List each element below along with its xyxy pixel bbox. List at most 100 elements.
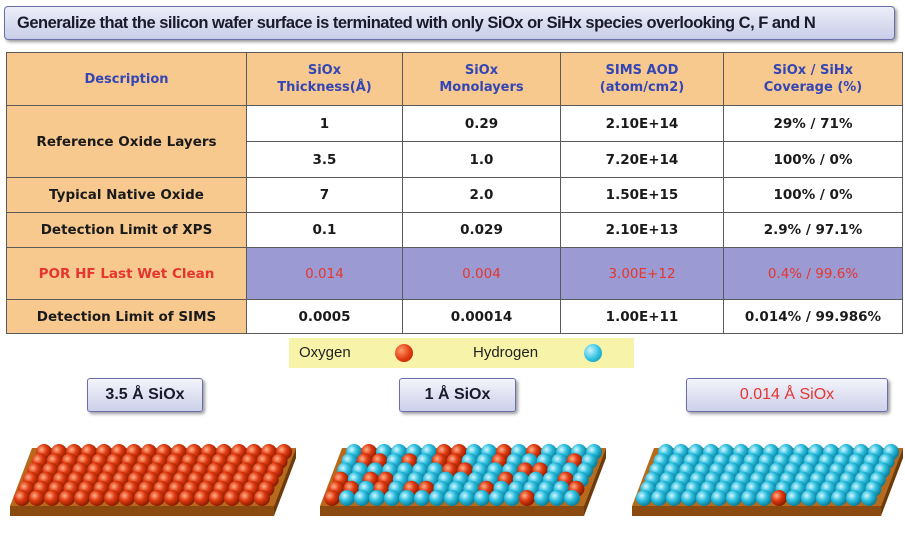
oxygen-atom bbox=[89, 490, 105, 506]
oxygen-atom bbox=[59, 490, 75, 506]
hydrogen-atom-icon bbox=[584, 344, 602, 362]
oxygen-atom bbox=[519, 490, 535, 506]
wafer-label-3-5: 3.5 Å SiOx bbox=[87, 378, 203, 412]
cell-monolayers: 0.029 bbox=[402, 212, 561, 248]
cell-aod: 1.50E+15 bbox=[560, 177, 724, 213]
hydrogen-atom bbox=[726, 490, 742, 506]
cell-thickness: 0.014 bbox=[246, 247, 403, 300]
atom-legend: Oxygen Hydrogen bbox=[289, 338, 634, 368]
hydrogen-atom bbox=[474, 490, 490, 506]
cell-aod: 7.20E+14 bbox=[560, 141, 724, 178]
hydrogen-atom bbox=[681, 490, 697, 506]
cell-coverage: 100% / 0% bbox=[723, 177, 903, 213]
oxygen-atom-icon bbox=[395, 344, 413, 362]
wafer-front-edge bbox=[632, 506, 881, 516]
oxygen-atom bbox=[164, 490, 180, 506]
hydrogen-atom bbox=[861, 490, 877, 506]
cell-coverage: 29% / 71% bbox=[723, 105, 903, 142]
row-description: Reference Oxide Layers bbox=[6, 105, 247, 178]
cell-aod: 2.10E+13 bbox=[560, 212, 724, 248]
header-coverage: SiOx / SiHx Coverage (%) bbox=[723, 52, 903, 106]
wafer-front-edge bbox=[320, 506, 584, 516]
oxygen-atom bbox=[179, 490, 195, 506]
hydrogen-atom bbox=[444, 490, 460, 506]
cell-thickness: 7 bbox=[246, 177, 403, 213]
wafer-surface-3-5 bbox=[10, 444, 296, 516]
header-monolayers: SiOx Monolayers bbox=[402, 52, 561, 106]
oxygen-atom bbox=[74, 490, 90, 506]
banner-title: Generalize that the silicon wafer surfac… bbox=[17, 13, 816, 32]
hydrogen-atom bbox=[816, 490, 832, 506]
table-row: Detection Limit of SIMS 0.0005 0.00014 1… bbox=[6, 299, 903, 334]
oxygen-atom bbox=[14, 490, 30, 506]
oxygen-atom bbox=[771, 490, 787, 506]
wafer-surface-0-014 bbox=[632, 444, 903, 516]
table-row: Typical Native Oxide 7 2.0 1.50E+15 100%… bbox=[6, 177, 903, 213]
hydrogen-atom bbox=[549, 490, 565, 506]
header-thickness: SiOx Thickness(Å) bbox=[246, 52, 403, 106]
hydrogen-atom bbox=[846, 490, 862, 506]
cell-monolayers: 0.004 bbox=[402, 247, 561, 300]
table-row: Detection Limit of XPS 0.1 0.029 2.10E+1… bbox=[6, 212, 903, 248]
oxygen-atom bbox=[209, 490, 225, 506]
header-row: Description SiOx Thickness(Å) SiOx Monol… bbox=[6, 52, 903, 106]
hydrogen-atom bbox=[741, 490, 757, 506]
wafer-front-edge bbox=[10, 506, 274, 516]
cell-aod: 3.00E+12 bbox=[560, 247, 724, 300]
hydrogen-atom bbox=[786, 490, 802, 506]
hydrogen-atom bbox=[459, 490, 475, 506]
cell-thickness: 0.0005 bbox=[246, 299, 403, 334]
oxygen-atom bbox=[324, 490, 340, 506]
hydrogen-atom bbox=[399, 490, 415, 506]
hydrogen-atom bbox=[666, 490, 682, 506]
oxygen-atom bbox=[194, 490, 210, 506]
hydrogen-atom bbox=[354, 490, 370, 506]
hydrogen-atom bbox=[429, 490, 445, 506]
hydrogen-atom bbox=[711, 490, 727, 506]
oxygen-atom bbox=[254, 490, 270, 506]
header-aod: SIMS AOD (atom/cm2) bbox=[560, 52, 724, 106]
table-row: Reference Oxide Layers 1 0.29 2.10E+14 2… bbox=[6, 105, 903, 178]
legend-hydrogen-label: Hydrogen bbox=[473, 344, 539, 361]
hydrogen-atom bbox=[636, 490, 652, 506]
hydrogen-atom bbox=[414, 490, 430, 506]
wafer-label-1: 1 Å SiOx bbox=[399, 378, 516, 412]
wafer-surface-1 bbox=[320, 444, 606, 516]
hydrogen-atom bbox=[756, 490, 772, 506]
oxygen-atom bbox=[119, 490, 135, 506]
wafer-side-edge bbox=[584, 448, 606, 516]
row-description: Detection Limit of SIMS bbox=[6, 299, 247, 334]
row-description: Detection Limit of XPS bbox=[6, 212, 247, 248]
legend-oxygen-label: Oxygen bbox=[299, 344, 351, 361]
oxide-comparison-table: Description SiOx Thickness(Å) SiOx Monol… bbox=[6, 52, 903, 334]
oxygen-atom bbox=[224, 490, 240, 506]
row-description: Typical Native Oxide bbox=[6, 177, 247, 213]
cell-monolayers: 1.0 bbox=[402, 141, 561, 178]
hydrogen-atom bbox=[489, 490, 505, 506]
hydrogen-atom bbox=[534, 490, 550, 506]
oxygen-atom bbox=[44, 490, 60, 506]
cell-monolayers: 2.0 bbox=[402, 177, 561, 213]
cell-coverage: 100% / 0% bbox=[723, 141, 903, 178]
hydrogen-atom bbox=[504, 490, 520, 506]
hydrogen-atom bbox=[651, 490, 667, 506]
cell-aod: 1.00E+11 bbox=[560, 299, 724, 334]
oxygen-atom bbox=[149, 490, 165, 506]
cell-coverage: 2.9% / 97.1% bbox=[723, 212, 903, 248]
wafer-side-edge bbox=[274, 448, 296, 516]
hydrogen-atom bbox=[696, 490, 712, 506]
cell-thickness: 3.5 bbox=[246, 141, 403, 178]
hydrogen-atom bbox=[831, 490, 847, 506]
oxygen-atom bbox=[29, 490, 45, 506]
hydrogen-atom bbox=[339, 490, 355, 506]
cell-monolayers: 0.00014 bbox=[402, 299, 561, 334]
cell-aod: 2.10E+14 bbox=[560, 105, 724, 142]
cell-thickness: 0.1 bbox=[246, 212, 403, 248]
hydrogen-atom bbox=[564, 490, 580, 506]
title-banner: Generalize that the silicon wafer surfac… bbox=[4, 6, 895, 40]
cell-monolayers: 0.29 bbox=[402, 105, 561, 142]
hydrogen-atom bbox=[801, 490, 817, 506]
cell-coverage: 0.4% / 99.6% bbox=[723, 247, 903, 300]
wafer-label-0-014: 0.014 Å SiOx bbox=[686, 378, 888, 412]
table-row-highlighted: POR HF Last Wet Clean 0.014 0.004 3.00E+… bbox=[6, 247, 903, 300]
